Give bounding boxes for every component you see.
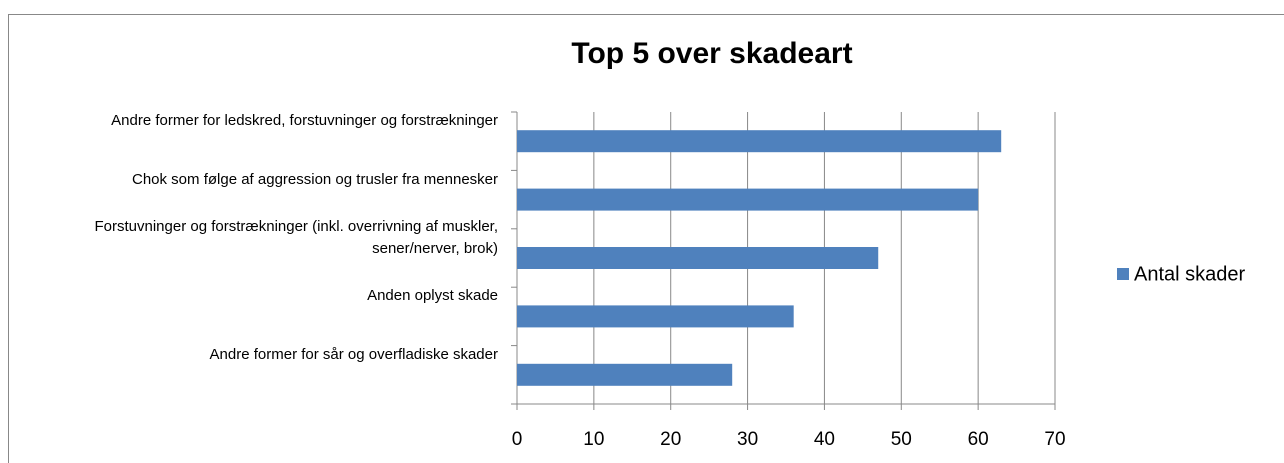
bar [517, 247, 879, 269]
bar [517, 363, 733, 386]
y-tick-label: Anden oplyst skade [367, 287, 498, 305]
y-tick-label: Forstuvninger og forstrækninger (inkl. o… [94, 218, 499, 257]
bar [517, 188, 979, 211]
chart-title: Top 5 over skadeart [571, 37, 852, 70]
x-tick-label: 0 [512, 429, 523, 450]
x-tick-label: 70 [1044, 429, 1065, 450]
x-tick-label: 40 [814, 429, 835, 450]
legend-swatch [1117, 268, 1129, 280]
legend-label: Antal skader [1134, 263, 1246, 285]
bar [517, 305, 794, 328]
chart-frame [8, 14, 1284, 463]
x-tick-label: 60 [968, 429, 989, 450]
x-tick-label: 30 [737, 429, 758, 450]
bar [517, 130, 1002, 153]
y-tick-label: Andre former for ledskred, forstuvninger… [111, 112, 498, 130]
x-tick-label: 10 [583, 429, 604, 450]
y-tick-label: Andre former for sår og overfladiske ska… [209, 345, 498, 363]
y-tick-label: Chok som følge af aggression og trusler … [132, 170, 498, 188]
x-tick-label: 50 [891, 429, 912, 450]
x-tick-label: 20 [660, 429, 681, 450]
